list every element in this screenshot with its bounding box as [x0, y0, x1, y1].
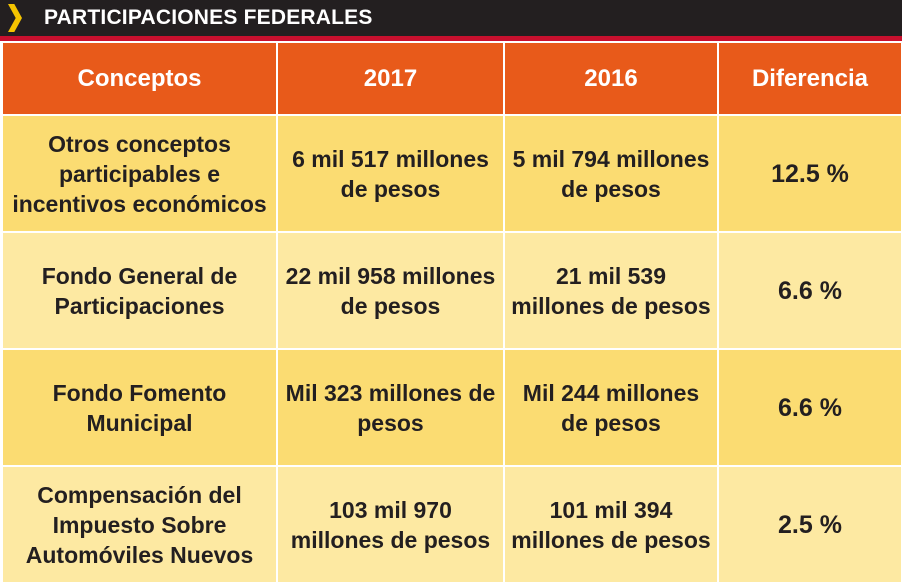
- value-2016-cell: Mil 244 millones de pesos: [503, 348, 719, 467]
- header-diferencia: Diferencia: [717, 41, 902, 116]
- table-row: Fondo Fomento Municipal Mil 323 millones…: [1, 348, 902, 467]
- value-2017-cell: 103 mil 970 millones de pesos: [276, 465, 505, 584]
- concepto-cell: Fondo General de Participaciones: [1, 231, 278, 350]
- concepto-cell: Compensación del Impuesto Sobre Automóvi…: [1, 465, 278, 584]
- table-row: Compensación del Impuesto Sobre Automóvi…: [1, 465, 902, 584]
- page-title: PARTICIPACIONES FEDERALES: [44, 6, 373, 29]
- chevron-right-icon: [8, 4, 22, 32]
- diferencia-cell: 6.6 %: [717, 348, 902, 467]
- concepto-cell: Fondo Fomento Municipal: [1, 348, 278, 467]
- header-2016: 2016: [503, 41, 719, 116]
- value-2017-cell: 22 mil 958 millones de pesos: [276, 231, 505, 350]
- value-2017-cell: Mil 323 millones de pesos: [276, 348, 505, 467]
- value-2016-cell: 101 mil 394 millones de pesos: [503, 465, 719, 584]
- diferencia-cell: 12.5 %: [717, 114, 902, 233]
- header-2017: 2017: [276, 41, 505, 116]
- accent-divider: [0, 36, 902, 41]
- diferencia-cell: 2.5 %: [717, 465, 902, 584]
- diferencia-cell: 6.6 %: [717, 231, 902, 350]
- concepto-cell: Otros conceptos participables e incentiv…: [1, 114, 278, 233]
- header-conceptos: Conceptos: [1, 41, 278, 116]
- value-2016-cell: 5 mil 794 millones de pesos: [503, 114, 719, 233]
- table-row: Fondo General de Participaciones 22 mil …: [1, 231, 902, 350]
- value-2016-cell: 21 mil 539 millones de pesos: [503, 231, 719, 350]
- table-header-row: Conceptos 2017 2016 Diferencia: [1, 41, 902, 116]
- value-2017-cell: 6 mil 517 millones de pesos: [276, 114, 505, 233]
- section-banner: PARTICIPACIONES FEDERALES: [0, 0, 902, 36]
- participaciones-table: Conceptos 2017 2016 Diferencia Otros con…: [1, 41, 902, 584]
- table-row: Otros conceptos participables e incentiv…: [1, 114, 902, 233]
